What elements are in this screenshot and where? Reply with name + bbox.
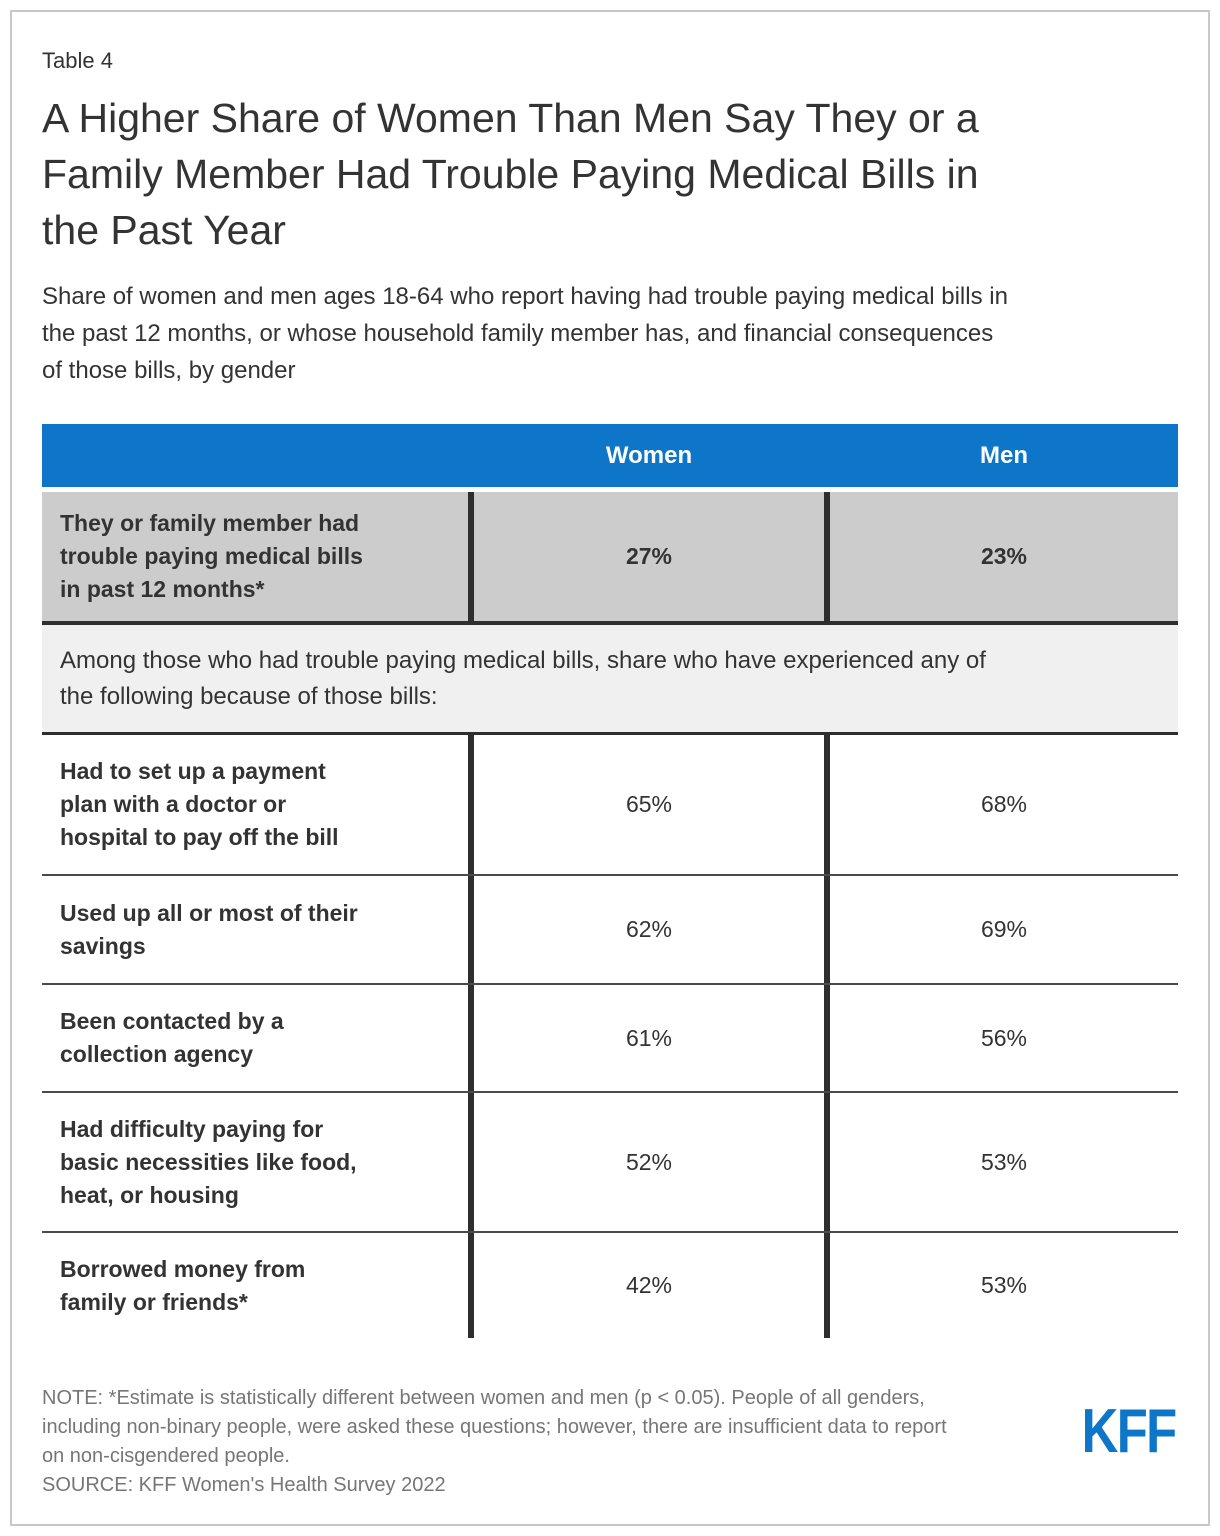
row-label: Used up all or most of their savings: [60, 899, 358, 959]
footnote: NOTE: *Estimate is statistically differe…: [42, 1387, 947, 1467]
page-subtitle: Share of women and men ages 18-64 who re…: [42, 283, 1008, 384]
column-divider: [468, 985, 474, 1091]
column-divider: [824, 1093, 830, 1231]
column-divider: [468, 1233, 474, 1338]
column-divider: [824, 876, 830, 983]
source-line: SOURCE: KFF Women's Health Survey 2022: [42, 1474, 446, 1496]
table-row-payment-plan: Had to set up a payment plan with a doct…: [42, 735, 1178, 876]
table-number-label: Table 4: [42, 48, 113, 73]
men-value: 53%: [980, 1272, 1028, 1298]
column-divider: [468, 735, 474, 874]
women-value: 42%: [625, 1272, 673, 1298]
table-row-collection-agency: Been contacted by a collection agency 61…: [42, 985, 1178, 1093]
women-value: 62%: [625, 916, 673, 942]
column-divider: [468, 492, 474, 621]
men-value: 53%: [980, 1148, 1028, 1175]
women-value: 61%: [625, 1024, 673, 1051]
column-header-men: Men: [980, 441, 1028, 469]
row-label: Been contacted by a collection agency: [60, 1008, 284, 1067]
row-label: Had difficulty paying for basic necessit…: [60, 1115, 357, 1208]
column-divider: [824, 492, 830, 621]
women-value: 52%: [625, 1148, 673, 1175]
column-divider: [824, 1233, 830, 1338]
table-section-header: Among those who had trouble paying medic…: [42, 625, 1178, 735]
table-row-borrowed-money: Borrowed money from family or friends* 4…: [42, 1233, 1178, 1338]
column-header-women: Women: [605, 441, 693, 469]
table-header-row: Women Men: [42, 424, 1178, 487]
row-label: Borrowed money from family or friends*: [60, 1255, 306, 1315]
page-frame: Table 4 A Higher Share of Women Than Men…: [10, 10, 1210, 1526]
column-divider: [468, 1093, 474, 1231]
men-value: 69%: [980, 916, 1028, 942]
row-label: Had to set up a payment plan with a doct…: [60, 758, 339, 850]
women-value: 27%: [625, 543, 673, 569]
table-row-used-savings: Used up all or most of their savings 62%…: [42, 876, 1178, 985]
table-row-basic-necessities: Had difficulty paying for basic necessit…: [42, 1093, 1178, 1233]
men-value: 68%: [980, 791, 1028, 817]
column-divider: [824, 985, 830, 1091]
men-value: 56%: [980, 1024, 1028, 1051]
table-row-trouble-paying: They or family member had trouble paying…: [42, 492, 1178, 625]
column-divider: [824, 735, 830, 874]
row-label: They or family member had trouble paying…: [60, 510, 363, 602]
men-value: 23%: [980, 543, 1028, 569]
kff-logo: KFF: [1082, 1397, 1178, 1466]
page-title: A Higher Share of Women Than Men Say The…: [42, 95, 979, 253]
column-divider: [468, 876, 474, 983]
women-value: 65%: [625, 791, 673, 817]
data-table: Women Men They or family member had trou…: [42, 424, 1178, 1338]
header-gap: [42, 487, 1178, 492]
